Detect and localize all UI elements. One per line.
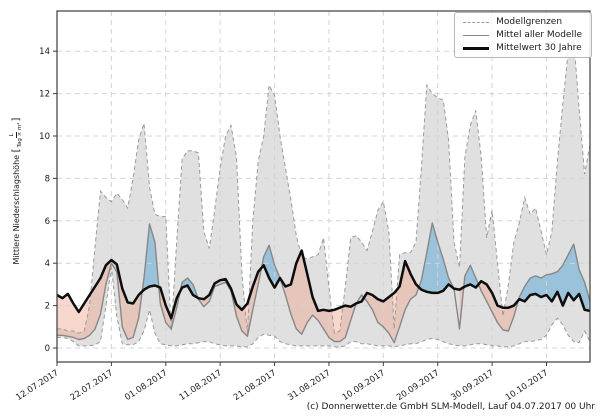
legend-label: Mittel aller Modelle	[496, 30, 582, 40]
below-normal-fill	[363, 261, 419, 343]
y-axis-unit-fraction: L Tag × m²	[9, 122, 23, 147]
gray-line-sample-icon	[463, 34, 490, 36]
plot-frame	[56, 10, 591, 363]
y-axis-unit-denominator: Tag × m²	[16, 122, 23, 148]
above-normal-fill	[261, 245, 280, 288]
x-tick-label: 12.07.2017	[14, 368, 60, 403]
below-normal-fill	[197, 267, 262, 337]
x-tick-label: 31.08.2017	[286, 368, 332, 403]
x-tick-label: 30.09.2017	[449, 368, 495, 403]
copyright-note: (c) Donnerwetter.de GmbH SLM-Modell, Lau…	[306, 402, 595, 412]
y-axis-unit-bracket-close: ]	[10, 117, 22, 122]
legend-label: Modellgrenzen	[496, 17, 563, 27]
upper-model-boundary-line	[57, 38, 590, 334]
x-tick-label: 21.08.2017	[232, 368, 278, 403]
x-tick-label: 11.08.2017	[178, 368, 224, 403]
y-tick-label: 14	[39, 47, 50, 57]
lower-model-boundary-line	[57, 267, 590, 348]
y-axis-unit-numerator: L	[9, 132, 17, 138]
model-range-envelope-fill	[57, 38, 590, 347]
legend-item-mittelwert-30-jahre: Mittelwert 30 Jahre	[463, 43, 582, 53]
above-normal-fill	[418, 222, 454, 293]
x-tick-label: 10.10.2017	[504, 368, 550, 403]
x-tick-label: 20.09.2017	[395, 368, 441, 403]
y-tick-label: 4	[45, 259, 50, 269]
above-normal-fill	[142, 224, 159, 292]
x-tick-label: 01.08.2017	[123, 368, 169, 403]
y-axis-label: Mittlere Niederschlagshöhe [L Tag × m²]	[7, 71, 25, 311]
black-line-sample-icon	[463, 46, 490, 50]
y-tick-label: 8	[45, 174, 50, 184]
y-tick-label: 10	[39, 132, 50, 142]
dashed-line-sample-icon	[463, 21, 490, 23]
y-axis-unit-bracket-open: [	[10, 148, 22, 153]
y-tick-label: 12	[39, 90, 50, 100]
x-tick-label: 22.07.2017	[69, 368, 115, 403]
y-axis-label-text: Mittlere Niederschlagshöhe	[11, 154, 21, 265]
y-tick-label: 0	[45, 344, 50, 354]
legend-item-mittel-aller-modelle: Mittel aller Modelle	[463, 30, 582, 40]
below-normal-fill	[285, 250, 357, 342]
legend-item-modellgrenzen: Modellgrenzen	[463, 17, 582, 27]
below-normal-fill	[57, 260, 143, 340]
legend-label: Mittelwert 30 Jahre	[496, 43, 582, 53]
x-tick-label: 10.09.2017	[341, 368, 387, 403]
legend: Modellgrenzen Mittel aller Modelle Mitte…	[454, 12, 592, 58]
model-mean-line	[57, 222, 590, 344]
y-tick-label: 6	[45, 217, 50, 227]
climate-mean-line	[57, 249, 590, 320]
y-tick-label: 2	[45, 302, 50, 312]
